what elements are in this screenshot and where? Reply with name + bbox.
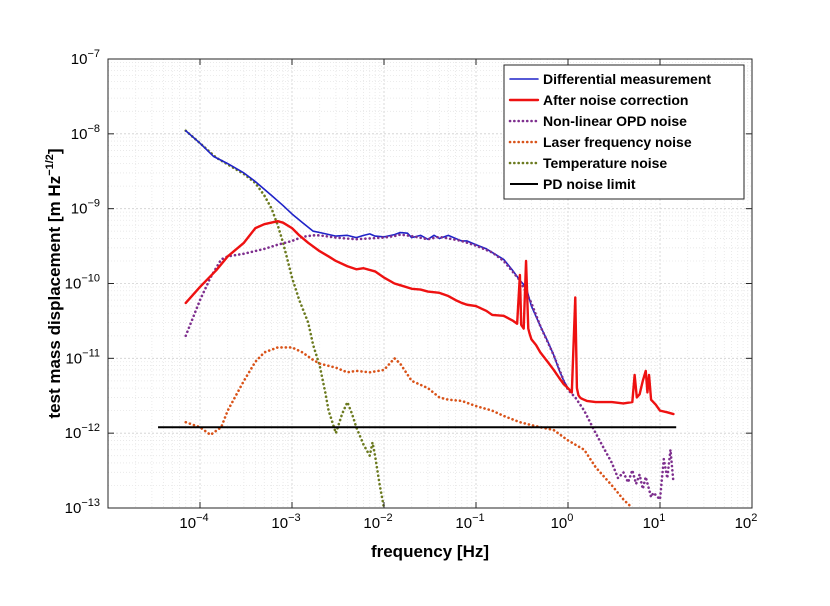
y-tick-label-base: 10 (65, 276, 82, 293)
legend-entry-label: After noise correction (543, 92, 688, 108)
y-axis-label-exponent: −1/2 (44, 154, 56, 176)
x-tick-label-exponent: −2 (380, 512, 393, 524)
x-tick-label-base: 10 (551, 515, 568, 532)
x-tick-label-exponent: 2 (751, 512, 757, 524)
y-tick-label-exponent: −8 (87, 123, 100, 135)
y-tick-label: 10−7 (71, 48, 100, 68)
x-axis-label: frequency [Hz] (371, 542, 489, 561)
x-tick-label-base: 10 (643, 515, 660, 532)
series-line-laser-frequency-noise (184, 346, 634, 508)
x-tick-label: 10−2 (363, 512, 392, 532)
legend-entry-label: Non-linear OPD noise (543, 113, 687, 129)
x-tick-label: 102 (735, 512, 758, 532)
x-tick-label: 10−4 (179, 512, 208, 532)
y-tick-label-exponent: −7 (87, 48, 100, 60)
series-line-temperature-noise (184, 129, 386, 508)
series-layer (158, 129, 677, 508)
x-tick-label: 101 (643, 512, 666, 532)
x-tick-label-base: 10 (179, 515, 196, 532)
y-axis-label-end: ] (45, 148, 64, 154)
legend-entry-label: Differential measurement (543, 71, 711, 87)
legend-entry-label: Laser frequency noise (543, 134, 692, 150)
series-clip (184, 233, 675, 501)
y-tick-label-base: 10 (71, 126, 88, 143)
x-tick-label-exponent: −3 (288, 512, 301, 524)
series-clip (184, 129, 386, 508)
legend: Differential measurement After noise corr… (503, 64, 745, 200)
y-tick-label-base: 10 (71, 51, 88, 68)
x-tick-label-base: 10 (455, 515, 472, 532)
y-tick-label-exponent: −9 (87, 198, 100, 210)
y-tick-label: 10−10 (65, 273, 100, 293)
x-tick-label: 10−3 (271, 512, 300, 532)
x-tick-label-exponent: 0 (567, 512, 573, 524)
legend-box (503, 64, 745, 200)
x-tick-label-base: 10 (735, 515, 752, 532)
series-clip (184, 219, 675, 416)
y-axis-label: test mass displacement [m Hz−1/2] (44, 148, 64, 418)
y-tick-label-exponent: −12 (81, 422, 100, 434)
legend-entry-label: Temperature noise (543, 155, 667, 171)
y-tick-label-exponent: −10 (81, 273, 100, 285)
y-tick-label-exponent: −11 (82, 347, 100, 359)
y-tick-label-base: 10 (65, 500, 82, 517)
y-tick-label-base: 10 (71, 201, 88, 218)
series-clip (184, 129, 569, 389)
x-tick-label: 100 (551, 512, 574, 532)
x-tick-label-exponent: −1 (472, 512, 485, 524)
x-tick-label-exponent: 1 (659, 512, 665, 524)
x-tick-label-base: 10 (363, 515, 380, 532)
y-tick-label-base: 10 (65, 425, 82, 442)
y-tick-label: 10−11 (65, 347, 100, 367)
y-tick-label: 10−12 (65, 422, 100, 442)
y-tick-label: 10−8 (71, 123, 100, 143)
y-tick-label: 10−13 (65, 497, 100, 517)
x-tick-label: 10−1 (455, 512, 484, 532)
series-line-non-linear-opd-noise (184, 233, 675, 501)
y-tick-label: 10−9 (71, 198, 100, 218)
x-tick-label-base: 10 (271, 515, 288, 532)
grid (107, 59, 752, 509)
x-tick-label-exponent: −4 (196, 512, 209, 524)
series-line-differential-measurement (184, 129, 569, 389)
y-tick-label-base: 10 (65, 350, 82, 367)
series-clip (184, 346, 634, 508)
axis-ticks: 10−4 10−3 10−2 10−1 100 101 10210−1310−1210−11… (65, 48, 758, 532)
series-line-after-noise-correction (184, 219, 675, 416)
legend-entry-label: PD noise limit (543, 176, 636, 192)
y-axis-label-main: test mass displacement [m Hz (45, 176, 64, 419)
y-tick-label-exponent: −13 (81, 497, 100, 509)
